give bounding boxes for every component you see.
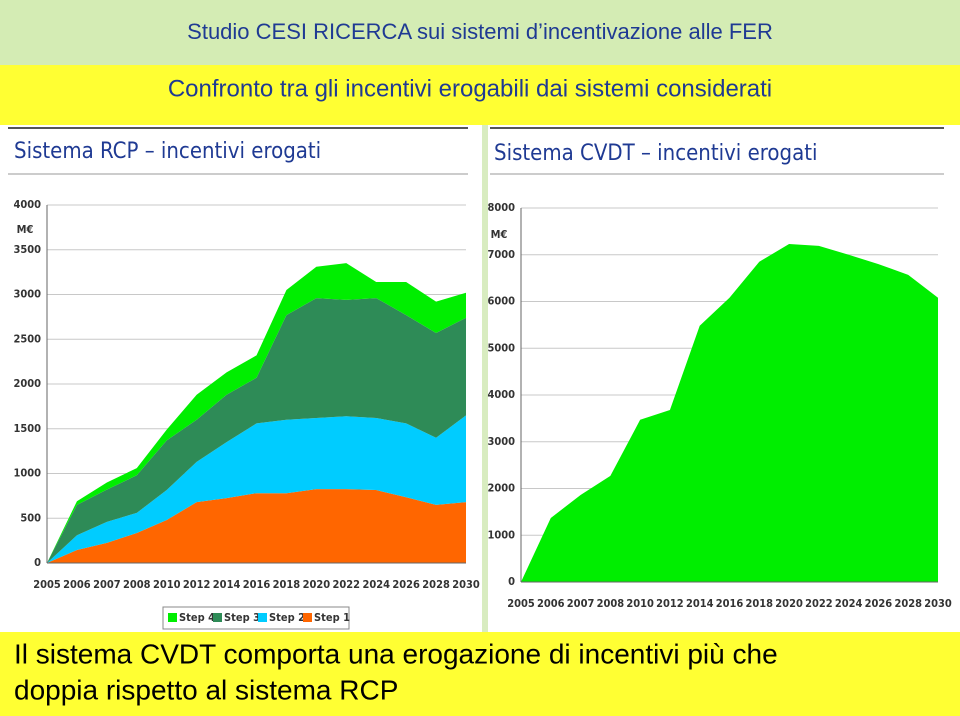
legend-label: Step 4	[179, 611, 215, 624]
legend-swatch	[168, 613, 177, 622]
legend-label: Step 3	[224, 611, 260, 624]
legend-swatch	[213, 613, 222, 622]
separator	[482, 125, 488, 632]
y-tick-label: 1000	[13, 467, 41, 480]
y-axis-label: M€	[491, 228, 508, 241]
x-tick-label: 2005	[507, 597, 535, 610]
y-tick-label: 8000	[487, 201, 515, 214]
legend-label: Step 1	[314, 611, 350, 624]
x-tick-label: 2014	[213, 578, 241, 591]
area	[47, 415, 466, 563]
y-tick-label: 0	[34, 556, 41, 569]
header-band	[0, 0, 960, 65]
y-tick-label: 3000	[13, 288, 41, 301]
x-tick-label: 2007	[93, 578, 121, 591]
footer-line: Il sistema CVDT comporta una erogazione …	[14, 638, 778, 669]
y-tick-label: 2000	[487, 482, 515, 495]
x-tick-label: 2024	[835, 597, 863, 610]
x-tick-label: 2026	[392, 578, 420, 591]
chart-title: Sistema CVDT – incentivi erogati	[494, 141, 817, 166]
x-tick-label: 2030	[452, 578, 480, 591]
x-tick-label: 2008	[123, 578, 151, 591]
x-tick-label: 2008	[597, 597, 625, 610]
legend-swatch	[303, 613, 312, 622]
x-tick-label: 2018	[273, 578, 301, 591]
x-tick-label: 2022	[333, 578, 361, 591]
y-tick-label: 5000	[487, 341, 515, 354]
y-tick-label: 3000	[487, 435, 515, 448]
x-tick-label: 2006	[537, 597, 565, 610]
x-tick-label: 2018	[746, 597, 774, 610]
x-tick-label: 2030	[924, 597, 952, 610]
footer-line: doppia rispetto al sistema RCP	[14, 674, 398, 705]
x-tick-label: 2026	[865, 597, 893, 610]
y-tick-label: 4000	[487, 388, 515, 401]
y-tick-label: 1500	[13, 422, 41, 435]
legend-swatch	[258, 613, 267, 622]
x-tick-label: 2007	[567, 597, 595, 610]
y-tick-label: 4000	[13, 198, 41, 211]
area	[47, 489, 466, 563]
x-tick-label: 2010	[153, 578, 181, 591]
y-tick-label: 7000	[487, 248, 515, 261]
x-tick-label: 2006	[63, 578, 91, 591]
slide-subtitle: Confronto tra gli incentivi erogabili da…	[168, 75, 772, 102]
subtitle-band	[0, 65, 960, 125]
x-tick-label: 2022	[805, 597, 833, 610]
area	[521, 243, 938, 582]
y-tick-label: 500	[20, 511, 41, 524]
y-tick-label: 1000	[487, 528, 515, 541]
x-tick-label: 2012	[183, 578, 211, 591]
x-tick-label: 2020	[303, 578, 331, 591]
chart-title: Sistema RCP – incentivi erogati	[14, 139, 321, 164]
legend-label: Step 2	[269, 611, 305, 624]
area	[47, 298, 466, 563]
x-tick-label: 2014	[686, 597, 714, 610]
x-tick-label: 2010	[626, 597, 654, 610]
slide-title: Studio CESI RICERCA sui sistemi d’incent…	[187, 19, 773, 44]
x-tick-label: 2016	[716, 597, 744, 610]
x-tick-label: 2028	[422, 578, 450, 591]
legend-box	[162, 606, 350, 630]
x-tick-label: 2024	[362, 578, 390, 591]
y-axis-label: M€	[17, 223, 34, 236]
x-tick-label: 2016	[243, 578, 271, 591]
y-tick-label: 3500	[13, 243, 41, 256]
y-tick-label: 0	[508, 575, 515, 588]
y-tick-label: 2000	[13, 377, 41, 390]
y-tick-label: 6000	[487, 295, 515, 308]
x-tick-label: 2020	[775, 597, 803, 610]
x-tick-label: 2005	[33, 578, 61, 591]
y-tick-label: 2500	[13, 332, 41, 345]
x-tick-label: 2012	[656, 597, 684, 610]
footer-band	[0, 632, 960, 716]
x-tick-label: 2028	[894, 597, 922, 610]
